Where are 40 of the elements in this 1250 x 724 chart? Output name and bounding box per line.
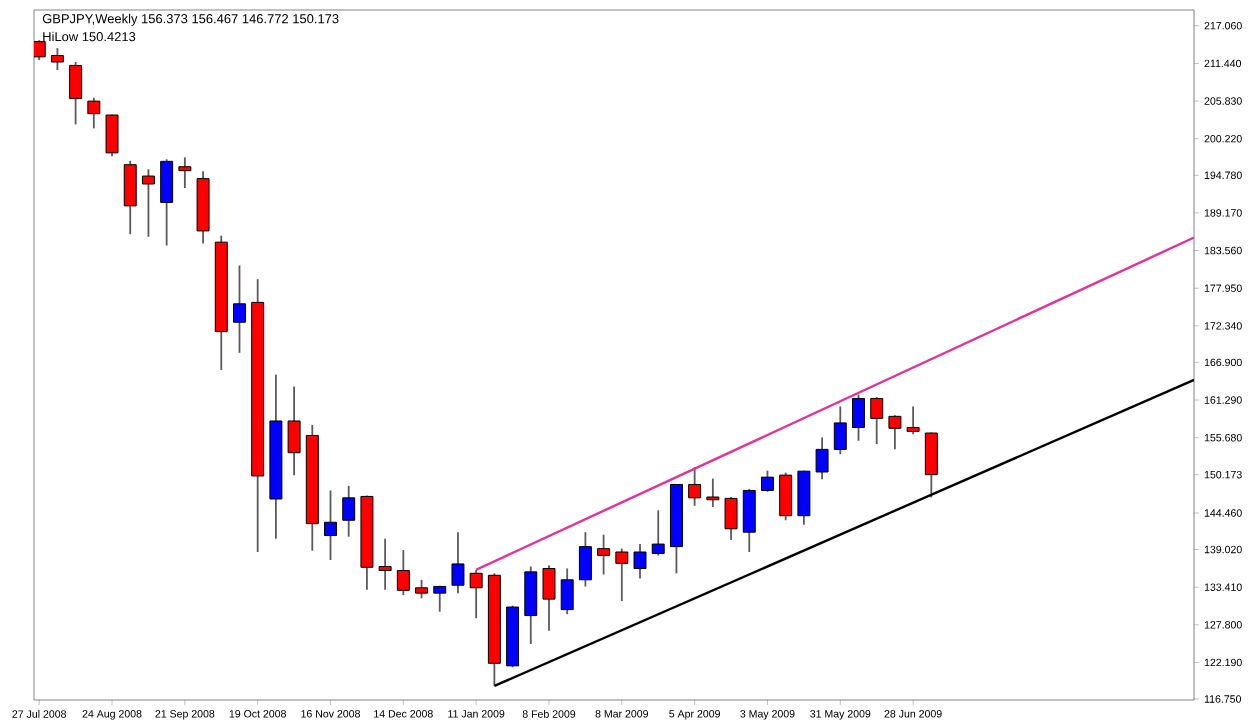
candlestick <box>105 113 119 158</box>
candlestick <box>633 543 647 580</box>
candlestick <box>797 469 811 526</box>
candlestick <box>815 436 829 481</box>
candlestick <box>123 159 137 236</box>
candlestick <box>560 567 574 616</box>
candlestick <box>469 569 483 620</box>
candlestick <box>342 484 356 538</box>
candlestick <box>524 565 538 645</box>
candlestick <box>232 264 246 354</box>
candlestick <box>69 61 83 126</box>
candlestick <box>160 158 174 247</box>
candlestick <box>451 531 465 595</box>
candlestick <box>724 496 738 542</box>
candlestick <box>779 471 793 522</box>
candlestick <box>50 47 64 71</box>
candlestick <box>324 489 337 561</box>
candlestick <box>742 488 756 553</box>
candlestick <box>906 405 920 436</box>
candlestick <box>888 414 902 451</box>
candlestick <box>688 466 702 507</box>
candlestick <box>415 578 429 600</box>
candlestick <box>852 393 865 442</box>
candlestick <box>924 431 938 499</box>
candlestick <box>542 564 556 632</box>
candlestick <box>760 469 774 493</box>
candlestick <box>87 96 101 130</box>
candlestick <box>378 537 392 591</box>
candlestick <box>597 533 611 576</box>
candlestick <box>178 156 192 189</box>
candlestick <box>141 168 155 238</box>
candlestick <box>396 549 410 596</box>
candlestick <box>433 584 447 613</box>
candlestick <box>615 547 629 602</box>
candlestick <box>870 396 884 446</box>
candlestick <box>287 385 301 477</box>
candlestick <box>578 531 592 588</box>
candlestick <box>833 405 847 456</box>
candlestick <box>651 509 665 557</box>
candlestick <box>706 477 720 508</box>
